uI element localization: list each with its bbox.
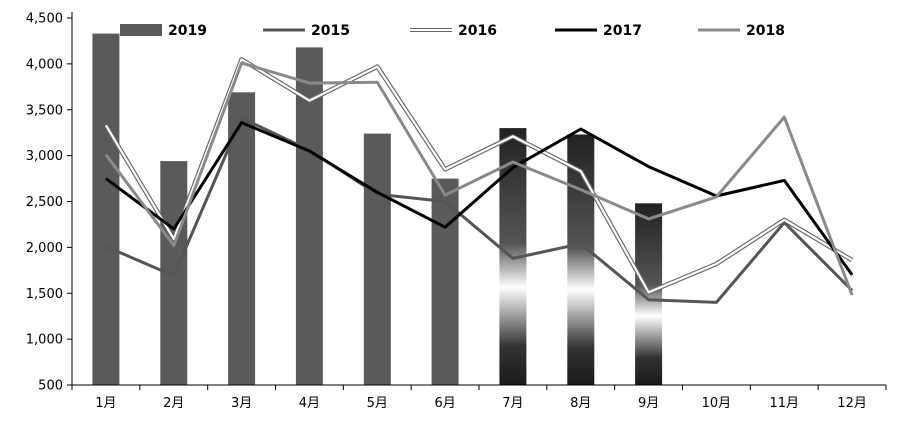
x-tick-label: 11月 xyxy=(769,396,799,411)
y-tick-label: 500 xyxy=(38,379,63,394)
bar-2019-6 xyxy=(431,178,459,385)
x-tick-label: 7月 xyxy=(502,396,523,411)
legend-label: 2016 xyxy=(458,23,497,39)
bar-2019-1 xyxy=(92,33,120,385)
lines-layer xyxy=(103,57,854,304)
legend-swatch xyxy=(120,24,162,36)
x-tick-label: 2月 xyxy=(163,396,184,411)
ticks-layer: 500 1,000 1,500 2,000 2,500 3,000 3,500 4,000 4,… xyxy=(26,12,887,411)
y-tick-label: 4,000 xyxy=(26,57,63,72)
legend: 2019 2015 2016 2017 2018 xyxy=(120,23,785,39)
legend-item-2018: 2018 xyxy=(698,23,785,39)
legend-item-2017: 2017 xyxy=(555,23,642,39)
legend-label: 2015 xyxy=(311,23,350,39)
line-2018 xyxy=(104,61,854,296)
line-2017 xyxy=(105,121,854,276)
bar-2019-8 xyxy=(567,134,595,385)
bar-2019-4 xyxy=(295,47,323,386)
y-tick-label: 2,500 xyxy=(26,195,63,210)
bar-2019-5 xyxy=(363,133,391,385)
y-tick-label: 3,000 xyxy=(26,149,63,164)
legend-item-2015: 2015 xyxy=(263,23,350,39)
x-tick-label: 10月 xyxy=(702,396,732,411)
x-tick-label: 6月 xyxy=(434,396,455,411)
legend-label: 2018 xyxy=(746,23,785,39)
y-tick-label: 1,000 xyxy=(26,333,63,348)
x-tick-label: 3月 xyxy=(231,396,252,411)
x-tick-label: 9月 xyxy=(638,396,659,411)
x-tick-label: 1月 xyxy=(95,396,116,411)
legend-label: 2017 xyxy=(603,23,642,39)
bars-layer xyxy=(92,33,663,386)
y-tick-label: 4,500 xyxy=(26,12,63,27)
legend-label: 2019 xyxy=(168,23,207,39)
x-tick-label: 5月 xyxy=(367,396,388,411)
y-tick-label: 1,500 xyxy=(26,287,63,302)
y-tick-label: 2,000 xyxy=(26,241,63,256)
x-tick-label: 12月 xyxy=(837,396,867,411)
x-tick-label: 8月 xyxy=(570,396,591,411)
y-tick-label: 3,500 xyxy=(26,103,63,118)
line-2015 xyxy=(105,116,854,304)
legend-item-2016: 2016 xyxy=(410,23,497,39)
legend-item-2019: 2019 xyxy=(120,23,207,39)
x-tick-label: 4月 xyxy=(299,396,320,411)
